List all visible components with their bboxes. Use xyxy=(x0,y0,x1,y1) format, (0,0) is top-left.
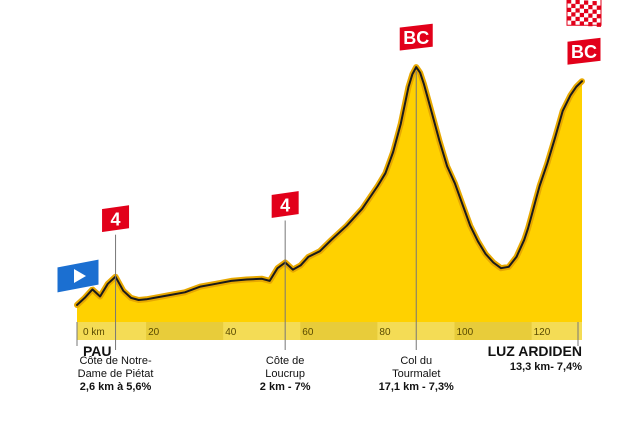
climb-badge-1-text: 4 xyxy=(111,210,121,230)
finish-label: LUZ ARDIDEN xyxy=(488,343,582,359)
climb-name: Col du xyxy=(400,355,432,367)
checkered-square xyxy=(567,16,572,21)
checkered-square xyxy=(596,14,601,19)
checkered-square xyxy=(579,4,584,9)
x-tick-label: 80 xyxy=(379,327,391,338)
checkered-square xyxy=(592,1,597,6)
x-tick-label: 20 xyxy=(148,327,160,338)
start-flag xyxy=(56,258,100,294)
checkered-square xyxy=(584,17,589,22)
climb-name: Côte de Notre- xyxy=(79,355,151,367)
checkered-square xyxy=(588,4,593,10)
checkered-square xyxy=(588,21,593,27)
finish-badge-text: BC xyxy=(571,42,597,62)
distance-axis: 0 km 20 40 60 80 100 120 xyxy=(77,322,582,340)
climb-stats: 17,1 km - 7,3% xyxy=(379,381,454,393)
x-tick-label: 120 xyxy=(534,327,551,338)
climb-name: Tourmalet xyxy=(392,368,440,380)
start-label: PAU xyxy=(83,343,112,359)
checkered-square xyxy=(592,18,597,23)
profile-line xyxy=(76,66,583,306)
distance-strip-band xyxy=(454,322,532,340)
checkered-square xyxy=(571,3,576,9)
climb-name: Dame de Piétat xyxy=(78,368,154,380)
checkered-square xyxy=(567,7,572,12)
profile-area-fill xyxy=(77,67,582,322)
climb-badge-3-shape xyxy=(398,22,434,52)
climb-markers: 4 4 BC BC xyxy=(56,0,602,294)
x-tick-label: 60 xyxy=(302,327,314,338)
checkered-square xyxy=(579,21,584,26)
x-tick-label: 100 xyxy=(456,327,473,338)
climb-name: Loucrup xyxy=(265,368,305,380)
checkered-square xyxy=(575,8,580,13)
checkered-square xyxy=(567,0,572,4)
play-icon xyxy=(74,269,86,284)
checkered-square xyxy=(596,5,601,10)
checkered-square xyxy=(571,12,576,17)
climb-name: Côte de xyxy=(266,355,305,367)
checkered-square xyxy=(592,9,597,14)
climb-stats: 2,6 km à 5,6% xyxy=(80,381,152,393)
climb-badge-2-shape xyxy=(270,189,300,220)
climb-badge-2-text: 4 xyxy=(280,196,290,216)
checkered-square xyxy=(584,8,589,14)
finish-badge-shape xyxy=(566,36,602,66)
climb-badge-1-shape xyxy=(101,204,131,234)
checkered-square xyxy=(584,0,589,5)
x-tick-label: 40 xyxy=(225,327,237,338)
distance-strip-band xyxy=(300,322,378,340)
distance-strip-band xyxy=(146,322,224,340)
checkered-square xyxy=(575,16,580,22)
climb-stats: 2 km - 7% xyxy=(260,381,311,393)
finish-stats: 13,3 km- 7,4% xyxy=(510,361,582,373)
climb-badge-3: BC xyxy=(398,22,434,52)
checkered-square xyxy=(579,12,584,18)
checkered-square xyxy=(596,22,601,27)
climb-badge-1: 4 xyxy=(101,204,131,234)
climb-badge-3-text: BC xyxy=(403,28,429,48)
checkered-flag-icon xyxy=(566,0,602,27)
profile-area-layer xyxy=(74,64,585,322)
checkered-square xyxy=(571,20,576,26)
finish-badge: BC xyxy=(566,36,602,66)
climb-badge-2: 4 xyxy=(270,189,300,220)
checkered-square xyxy=(588,13,593,18)
checkered-square xyxy=(575,0,580,5)
x-tick-label: 0 km xyxy=(83,327,105,338)
